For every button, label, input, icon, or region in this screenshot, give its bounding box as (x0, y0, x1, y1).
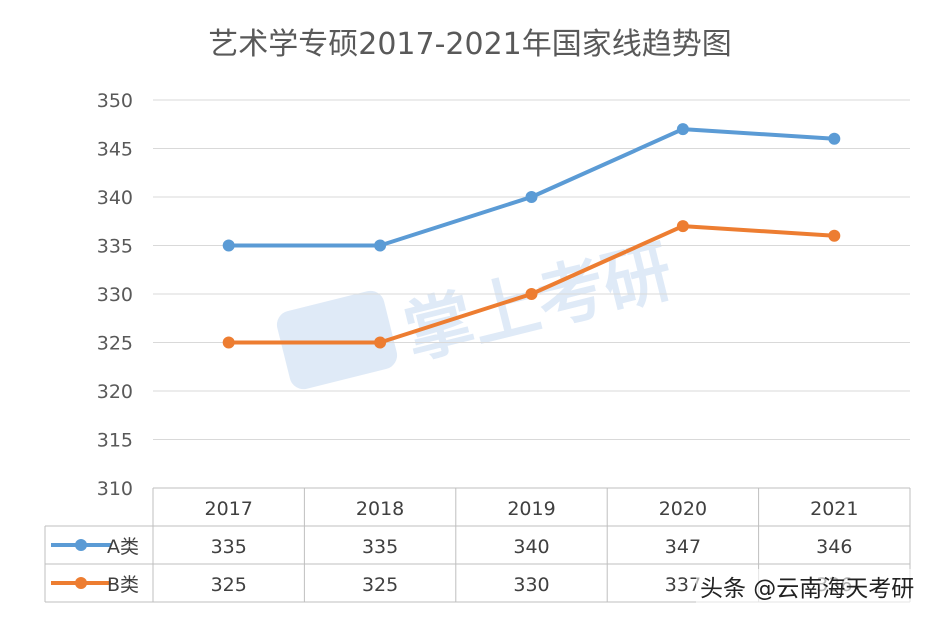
y-tick-label: 315 (97, 430, 133, 452)
x-tick-label: 2019 (507, 498, 555, 520)
table-cell-value: 325 (362, 574, 398, 596)
data-point (676, 220, 689, 233)
table-cell-value: 330 (513, 574, 549, 596)
table-cell-value: 325 (211, 574, 247, 596)
data-point (828, 132, 841, 145)
table-cell-value: 337 (665, 574, 701, 596)
credit-text: 头条 @云南海天考研 (696, 569, 919, 603)
table-cell-value: 340 (513, 536, 549, 558)
data-point (525, 191, 538, 203)
data-point (374, 239, 387, 252)
legend-marker (75, 539, 87, 551)
table-cell-value: 347 (665, 536, 701, 558)
x-tick-label: 2020 (659, 498, 707, 520)
y-tick-labels: 310 315 320 325 330 335 340 345 350 (97, 90, 133, 500)
data-point (222, 336, 235, 349)
data-point (828, 229, 841, 242)
legend-label: A类 (107, 536, 139, 558)
data-point (374, 336, 387, 349)
data-point (525, 288, 538, 300)
table-cell-value: 346 (816, 536, 852, 558)
chart-title: 艺术学专硕2017-2021年国家线趋势图 (208, 27, 732, 62)
series-markers (222, 123, 841, 349)
y-tick-label: 345 (97, 139, 133, 161)
y-tick-label: 330 (97, 284, 133, 306)
x-tick-label: 2017 (205, 498, 253, 520)
y-tick-label: 335 (97, 236, 133, 258)
y-tick-label: 340 (97, 187, 133, 209)
y-tick-label: 310 (97, 478, 133, 500)
data-point (222, 239, 235, 252)
data-table: 2017 2018 2019 2020 2021 A类 335 335 340 347 346 B类 3… (44, 487, 911, 603)
table-cell-value: 335 (362, 536, 398, 558)
y-tick-label: 320 (97, 381, 133, 403)
legend-marker (75, 577, 87, 589)
svg-text:掌上考研: 掌上考研 (397, 232, 680, 374)
legend-label: B类 (107, 574, 139, 596)
data-point (676, 123, 689, 136)
x-tick-label: 2021 (810, 498, 858, 520)
table-cell-value: 335 (211, 536, 247, 558)
x-tick-label: 2018 (356, 498, 404, 520)
y-tick-label: 350 (97, 90, 133, 112)
y-tick-label: 325 (97, 333, 133, 355)
